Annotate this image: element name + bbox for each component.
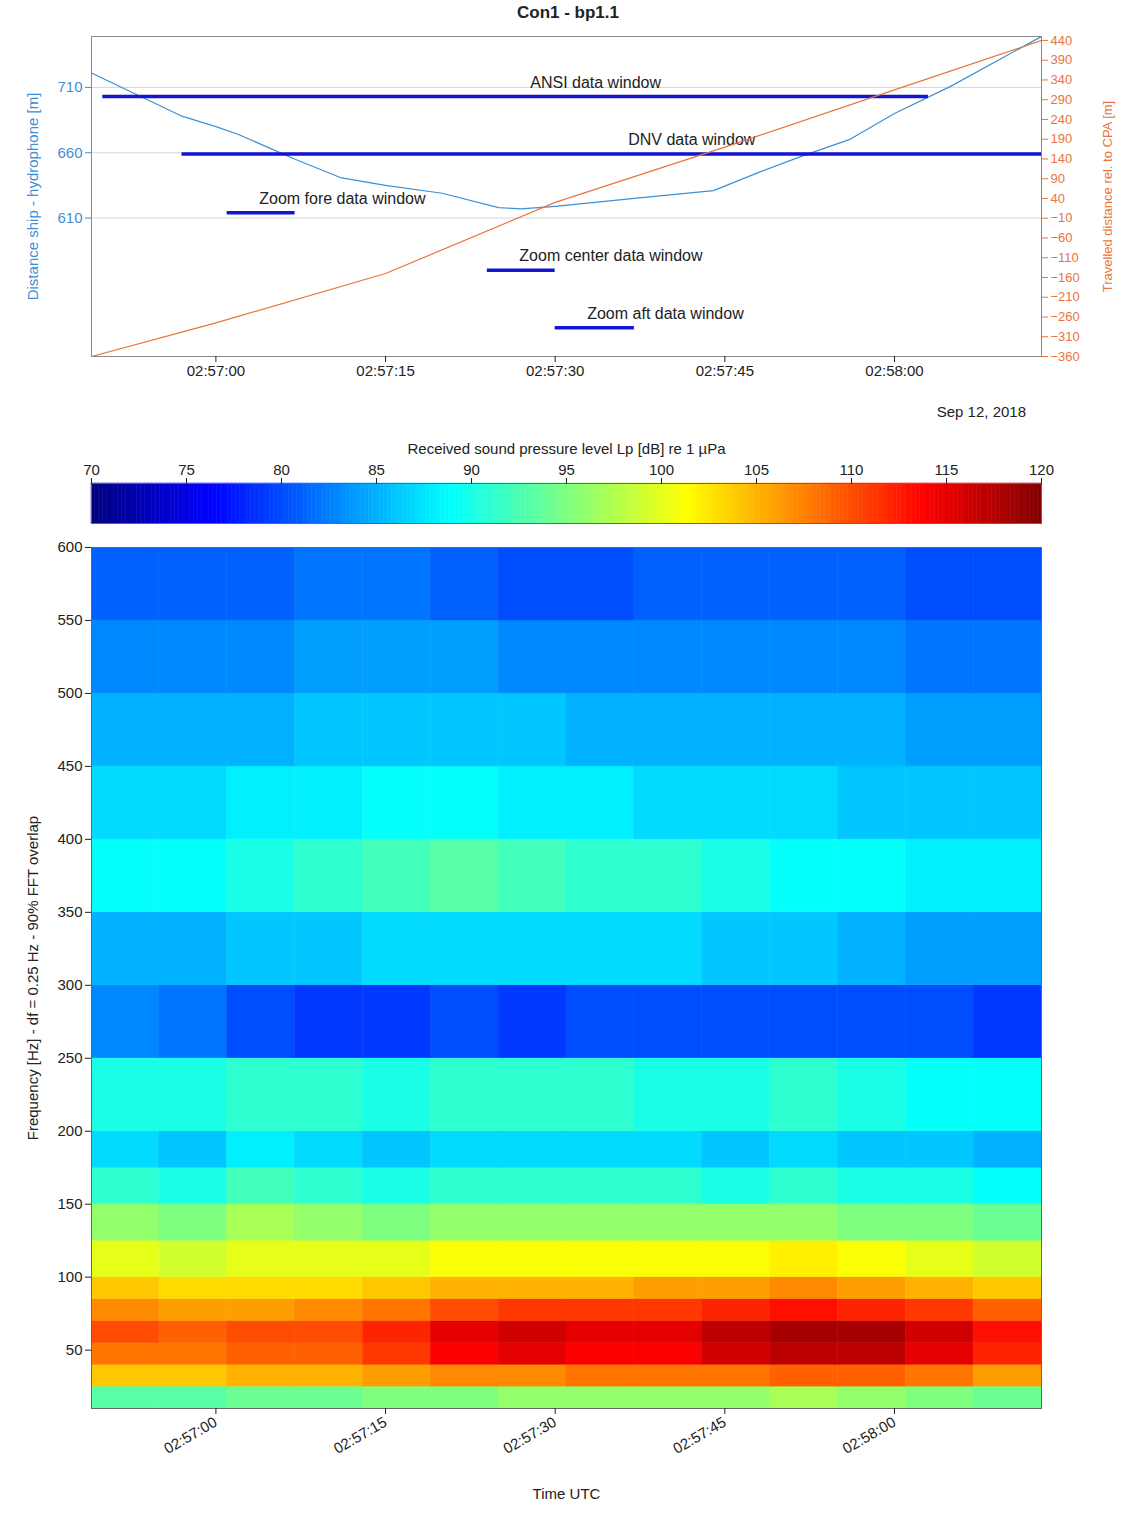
svg-text:150: 150: [57, 1195, 82, 1212]
svg-text:300: 300: [57, 976, 82, 993]
svg-text:120: 120: [1029, 461, 1054, 478]
svg-text:−110: −110: [1051, 250, 1079, 265]
svg-text:Frequency [Hz] - df = 0.25 Hz: Frequency [Hz] - df = 0.25 Hz - 90% FFT …: [24, 816, 41, 1140]
svg-text:240: 240: [1051, 112, 1073, 127]
svg-text:Distance ship - hydrophone [m]: Distance ship - hydrophone [m]: [24, 93, 41, 301]
svg-text:02:57:45: 02:57:45: [696, 362, 754, 379]
svg-text:140: 140: [1051, 151, 1073, 166]
html-text:Sep 12, 2018: Sep 12, 2018: [936, 403, 1026, 420]
svg-text:610: 610: [57, 209, 82, 226]
html-text:Con1 - bp1.1: Con1 - bp1.1: [517, 3, 619, 22]
svg-text:−310: −310: [1051, 329, 1080, 344]
svg-text:440: 440: [1051, 33, 1073, 48]
svg-text:95: 95: [558, 461, 575, 478]
svg-text:02:58:00: 02:58:00: [839, 1413, 898, 1457]
svg-text:02:57:15: 02:57:15: [330, 1413, 389, 1457]
svg-text:02:57:00: 02:57:00: [187, 362, 245, 379]
svg-text:110: 110: [840, 461, 864, 478]
svg-text:660: 660: [57, 144, 82, 161]
svg-text:550: 550: [57, 611, 82, 628]
svg-text:90: 90: [463, 461, 480, 478]
svg-text:Travelled distance rel. to CPA: Travelled distance rel. to CPA [m]: [1100, 101, 1115, 292]
svg-text:75: 75: [178, 461, 195, 478]
svg-text:02:57:00: 02:57:00: [161, 1413, 220, 1457]
svg-text:02:57:15: 02:57:15: [356, 362, 414, 379]
svg-text:500: 500: [57, 684, 82, 701]
svg-text:450: 450: [57, 757, 82, 774]
svg-text:400: 400: [57, 830, 82, 847]
svg-text:Zoom aft data window: Zoom aft data window: [587, 305, 744, 322]
svg-text:02:57:30: 02:57:30: [500, 1413, 559, 1457]
svg-text:70: 70: [83, 461, 100, 478]
svg-text:200: 200: [57, 1122, 82, 1139]
svg-text:Received sound pressure level: Received sound pressure level Lp [dB] re…: [408, 440, 727, 457]
svg-text:85: 85: [368, 461, 385, 478]
svg-text:115: 115: [935, 461, 959, 478]
svg-text:DNV data window: DNV data window: [628, 131, 756, 148]
svg-text:80: 80: [273, 461, 290, 478]
svg-text:−60: −60: [1051, 230, 1073, 245]
svg-text:190: 190: [1051, 131, 1073, 146]
svg-text:100: 100: [649, 461, 674, 478]
svg-text:350: 350: [57, 903, 82, 920]
svg-text:02:57:30: 02:57:30: [526, 362, 584, 379]
svg-text:Zoom fore data window: Zoom fore data window: [259, 190, 426, 207]
svg-text:02:58:00: 02:58:00: [865, 362, 923, 379]
svg-text:ANSI data window: ANSI data window: [530, 74, 661, 91]
svg-text:Zoom center data window: Zoom center data window: [519, 247, 703, 264]
svg-text:390: 390: [1051, 52, 1073, 67]
svg-text:40: 40: [1051, 191, 1065, 206]
svg-text:−210: −210: [1051, 289, 1080, 304]
svg-text:Time UTC: Time UTC: [533, 1485, 601, 1502]
svg-text:100: 100: [57, 1268, 82, 1285]
svg-text:250: 250: [57, 1049, 82, 1066]
svg-text:600: 600: [57, 538, 82, 555]
svg-text:290: 290: [1051, 92, 1073, 107]
svg-text:02:57:45: 02:57:45: [670, 1413, 729, 1457]
svg-text:−160: −160: [1051, 270, 1080, 285]
svg-text:340: 340: [1051, 72, 1073, 87]
svg-text:710: 710: [57, 78, 82, 95]
svg-text:−10: −10: [1051, 210, 1073, 225]
svg-text:105: 105: [744, 461, 769, 478]
svg-text:−360: −360: [1051, 349, 1080, 364]
svg-text:−260: −260: [1051, 309, 1080, 324]
svg-text:90: 90: [1051, 171, 1065, 186]
svg-text:50: 50: [66, 1341, 83, 1358]
